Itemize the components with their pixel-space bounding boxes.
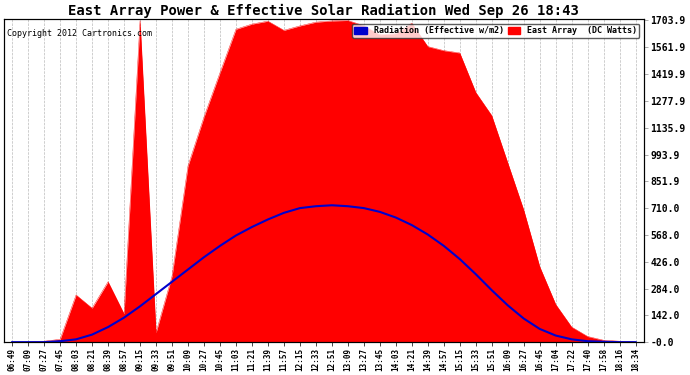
Title: East Array Power & Effective Solar Radiation Wed Sep 26 18:43: East Array Power & Effective Solar Radia…: [68, 4, 580, 18]
Text: Copyright 2012 Cartronics.com: Copyright 2012 Cartronics.com: [8, 29, 152, 38]
Legend: Radiation (Effective w/m2), East Array  (DC Watts): Radiation (Effective w/m2), East Array (…: [352, 24, 640, 38]
